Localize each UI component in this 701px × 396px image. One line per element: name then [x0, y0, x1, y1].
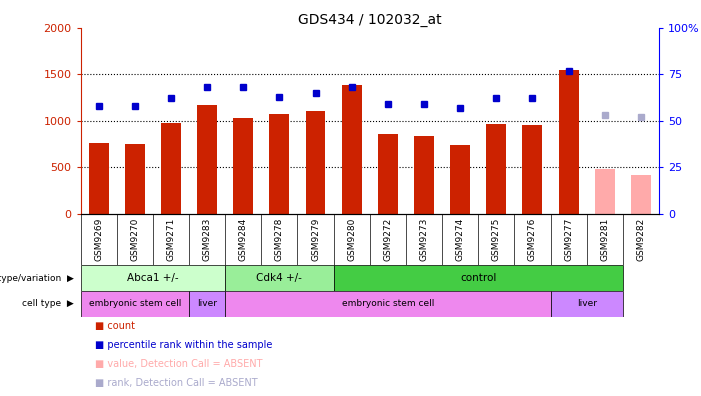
Bar	[225, 265, 334, 291]
Bar	[306, 112, 325, 214]
Text: GSM9280: GSM9280	[347, 218, 356, 261]
Bar	[89, 143, 109, 214]
Text: embryonic stem cell: embryonic stem cell	[341, 299, 434, 308]
Bar	[125, 144, 145, 214]
Text: ■ value, Detection Call = ABSENT: ■ value, Detection Call = ABSENT	[95, 359, 262, 369]
Text: GSM9277: GSM9277	[564, 218, 573, 261]
Text: GSM9278: GSM9278	[275, 218, 284, 261]
Text: GSM9275: GSM9275	[492, 218, 501, 261]
Text: ■ percentile rank within the sample: ■ percentile rank within the sample	[95, 340, 272, 350]
Text: liver: liver	[577, 299, 597, 308]
Bar	[197, 105, 217, 214]
Bar	[378, 134, 397, 214]
Text: liver: liver	[197, 299, 217, 308]
Bar	[269, 114, 290, 214]
Bar	[81, 291, 189, 317]
Text: genotype/variation  ▶: genotype/variation ▶	[0, 274, 74, 283]
Bar	[414, 136, 434, 214]
Bar	[550, 291, 622, 317]
Bar	[233, 118, 253, 214]
Text: Abca1 +/-: Abca1 +/-	[127, 273, 179, 283]
Text: ■ rank, Detection Call = ABSENT: ■ rank, Detection Call = ABSENT	[95, 378, 257, 388]
Bar	[450, 145, 470, 214]
Text: GSM9276: GSM9276	[528, 218, 537, 261]
Bar	[631, 175, 651, 214]
Title: GDS434 / 102032_at: GDS434 / 102032_at	[298, 13, 442, 27]
Text: GSM9281: GSM9281	[600, 218, 609, 261]
Text: embryonic stem cell: embryonic stem cell	[88, 299, 181, 308]
Text: GSM9282: GSM9282	[637, 218, 646, 261]
Bar	[81, 265, 225, 291]
Bar	[161, 123, 181, 214]
Text: ■ count: ■ count	[95, 321, 135, 331]
Text: cell type  ▶: cell type ▶	[22, 299, 74, 308]
Bar	[342, 86, 362, 214]
Text: control: control	[460, 273, 496, 283]
Text: GSM9270: GSM9270	[130, 218, 139, 261]
Bar	[225, 291, 550, 317]
Text: GSM9279: GSM9279	[311, 218, 320, 261]
Text: GSM9284: GSM9284	[239, 218, 247, 261]
Bar	[559, 70, 578, 214]
Text: GSM9272: GSM9272	[383, 218, 393, 261]
Text: GSM9271: GSM9271	[166, 218, 175, 261]
Bar	[189, 291, 225, 317]
Text: GSM9283: GSM9283	[203, 218, 212, 261]
Text: Cdk4 +/-: Cdk4 +/-	[257, 273, 302, 283]
Bar	[334, 265, 622, 291]
Text: GSM9269: GSM9269	[94, 218, 103, 261]
Text: GSM9274: GSM9274	[456, 218, 465, 261]
Bar	[522, 124, 543, 214]
Bar	[486, 124, 506, 214]
Bar	[594, 169, 615, 214]
Text: GSM9273: GSM9273	[419, 218, 428, 261]
